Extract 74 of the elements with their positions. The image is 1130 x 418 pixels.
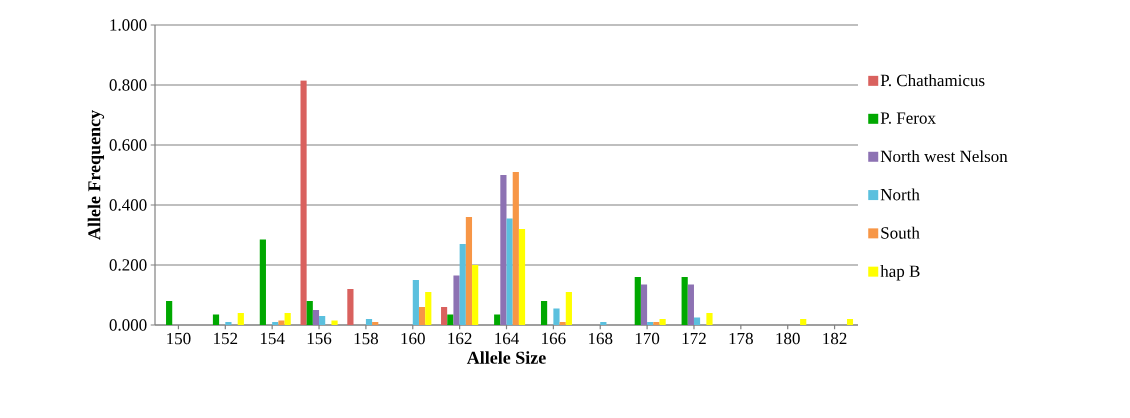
- legend-label: hap B: [880, 265, 920, 281]
- bar: [540, 301, 548, 325]
- y-axis-title: Allele Frequency: [87, 110, 105, 240]
- bar: [565, 292, 572, 325]
- bar: [259, 239, 266, 325]
- x-tick-label: 178: [729, 332, 753, 345]
- bar: [681, 277, 688, 325]
- bar: [453, 275, 460, 325]
- x-tick-label: 182: [823, 332, 847, 345]
- bar: [272, 322, 279, 325]
- x-tick-label: 160: [401, 332, 425, 345]
- x-tick-label: 158: [354, 332, 379, 345]
- bar: [425, 292, 432, 325]
- bar: [640, 284, 648, 325]
- bar: [312, 310, 320, 325]
- bar: [494, 314, 501, 325]
- bar: [365, 319, 373, 325]
- legend-label: P. Ferox: [880, 112, 936, 124]
- x-tick-label: 168: [588, 332, 613, 345]
- bar: [331, 320, 338, 325]
- bar: [284, 313, 291, 325]
- bar: [500, 175, 507, 325]
- x-tick-label: 166: [542, 332, 566, 345]
- bar: [237, 313, 244, 325]
- y-tick-label: 1.000: [110, 19, 147, 31]
- x-tick-label: 180: [776, 332, 800, 345]
- x-tick-label: 152: [214, 332, 238, 345]
- y-tick-label: 0.200: [109, 259, 147, 271]
- bar: [418, 307, 426, 325]
- bar: [553, 308, 560, 325]
- bar: [212, 314, 220, 325]
- bar: [846, 319, 854, 325]
- bar: [512, 172, 519, 325]
- bar: [472, 265, 479, 325]
- bar: [441, 307, 448, 325]
- bar: [653, 322, 660, 325]
- x-tick-label: 164: [495, 332, 519, 345]
- bar: [634, 277, 641, 325]
- y-tick-label: 0.000: [109, 319, 147, 331]
- legend-label: P. Chathamicus: [880, 74, 985, 87]
- bar: [347, 289, 354, 325]
- x-axis-title: Allele Size: [466, 351, 546, 364]
- x-tick-label: 154: [260, 332, 285, 345]
- bar: [506, 218, 513, 325]
- bar: [459, 244, 466, 325]
- bar: [300, 80, 307, 325]
- x-tick-label: 170: [635, 332, 660, 345]
- y-tick-label: 0.600: [109, 139, 147, 151]
- bar: [647, 322, 654, 325]
- bar: [800, 319, 807, 325]
- y-tick-label: 0.400: [109, 199, 147, 211]
- y-tick-label: 0.800: [109, 79, 147, 91]
- bar: [465, 217, 473, 325]
- bar: [412, 280, 419, 325]
- bar: [225, 322, 232, 325]
- bar: [319, 316, 326, 325]
- legend-label: North west Nelson: [880, 150, 1008, 163]
- bar: [693, 317, 701, 325]
- x-tick-label: 156: [307, 332, 332, 345]
- bar: [518, 229, 526, 325]
- bar: [687, 284, 694, 325]
- x-tick-label: 150: [167, 332, 191, 345]
- bar: [166, 301, 173, 325]
- bar: [447, 314, 454, 325]
- bar: [600, 322, 607, 325]
- bar: [559, 322, 566, 325]
- x-tick-label: 162: [448, 332, 472, 345]
- legend-label: South: [881, 226, 920, 239]
- bar: [706, 313, 713, 325]
- bar: [306, 301, 313, 325]
- bar: [372, 322, 379, 325]
- x-tick-label: 172: [682, 332, 706, 345]
- legend-label: North: [880, 188, 920, 201]
- bar: [659, 319, 666, 325]
